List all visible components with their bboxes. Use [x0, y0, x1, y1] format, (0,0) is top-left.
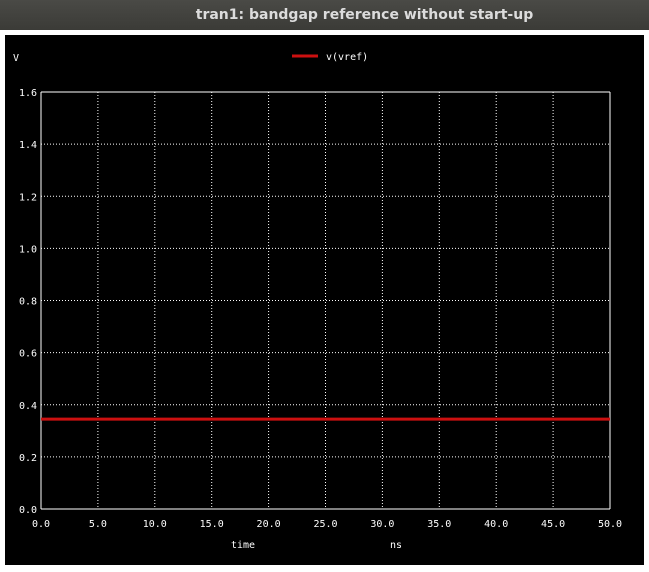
x-tick-label: 50.0 [598, 519, 622, 530]
window-title: tran1: bandgap reference without start-u… [195, 7, 534, 23]
y-tick-label: 1.0 [19, 244, 37, 255]
x-tick-label: 0.0 [32, 519, 50, 530]
y-tick-label: 1.2 [19, 192, 37, 203]
x-tick-labels: 0.0 5.0 10.0 15.0 20.0 25.0 30.0 35.0 40.0 45.0 50… [32, 519, 622, 530]
y-tick-label: 0.2 [19, 453, 37, 464]
y-tick-label: 0.4 [19, 401, 37, 412]
x-tick-label: 25.0 [313, 519, 337, 530]
y-tick-label: 1.6 [19, 88, 37, 99]
y-tick-label: 0.6 [19, 349, 37, 360]
x-tick-label: 40.0 [484, 519, 508, 530]
x-tick-label: 5.0 [89, 519, 107, 530]
window-titlebar[interactable]: tran1: bandgap reference without start-u… [0, 0, 649, 30]
y-tick-labels: 0.0 0.2 0.4 0.6 0.8 1.0 1.2 1.4 1.6 [19, 88, 37, 516]
plot-area[interactable]: 0.0 0.2 0.4 0.6 0.8 1.0 1.2 1.4 1.6 0.0 5.0 10.0 15… [5, 35, 644, 565]
legend: v(vref) [292, 52, 368, 63]
x-tick-label: 10.0 [143, 519, 167, 530]
grid-layer [40, 91, 611, 510]
x-tick-label: 45.0 [541, 519, 565, 530]
x-tick-label: 35.0 [427, 519, 451, 530]
legend-label-vref: v(vref) [326, 52, 368, 63]
x-tick-label: 15.0 [200, 519, 224, 530]
y-tick-label: 0.0 [19, 505, 37, 516]
x-axis-label: time [231, 540, 255, 551]
y-tick-label: 1.4 [19, 140, 37, 151]
x-tick-label: 30.0 [370, 519, 394, 530]
plot-svg: 0.0 0.2 0.4 0.6 0.8 1.0 1.2 1.4 1.6 0.0 5.0 10.0 15… [13, 52, 622, 551]
x-unit-label: ns [390, 540, 402, 551]
x-tick-label: 20.0 [257, 519, 281, 530]
y-tick-label: 0.8 [19, 297, 37, 308]
y-unit-label: V [13, 53, 19, 64]
